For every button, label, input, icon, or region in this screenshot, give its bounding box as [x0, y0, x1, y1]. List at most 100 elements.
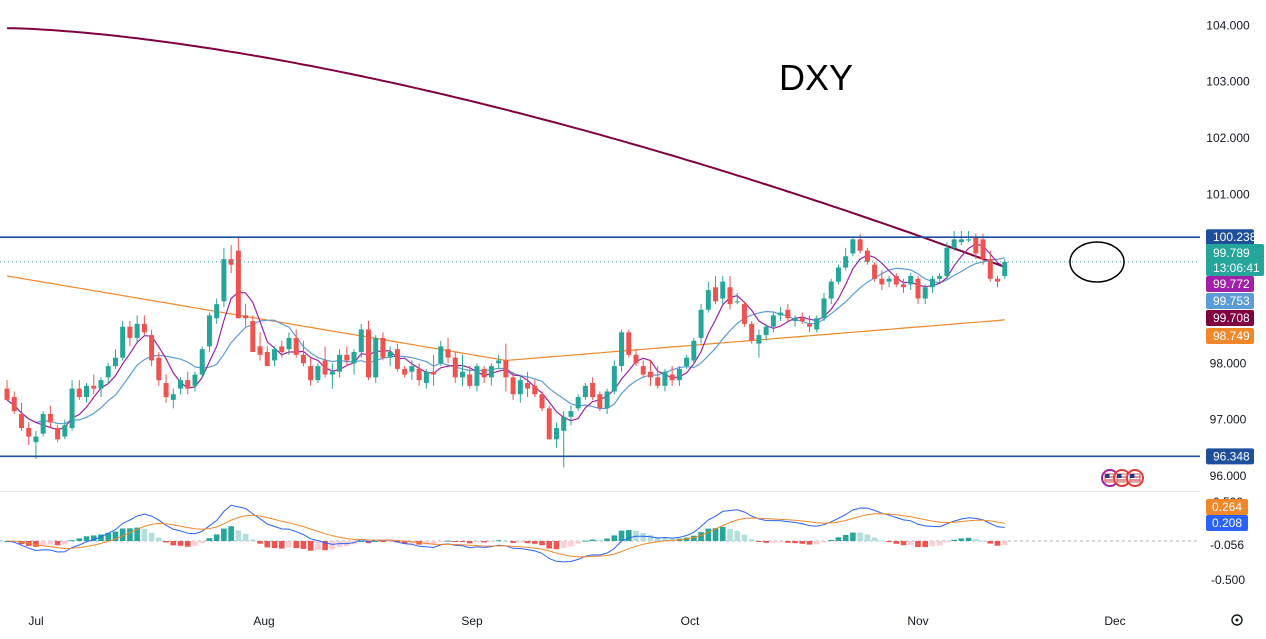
candle-body: [980, 239, 986, 260]
candle: [185, 371, 191, 395]
candle-body: [387, 352, 393, 358]
candle: [525, 371, 531, 398]
settings-icon[interactable]: [1231, 614, 1243, 626]
macd-hist-bar: [488, 541, 495, 542]
candle: [257, 332, 263, 361]
settings-icon-ring: [1231, 614, 1243, 626]
macd-hist-bar: [459, 541, 466, 543]
ma-long-line: [6, 27, 1006, 268]
candle: [214, 298, 220, 324]
candle-body: [206, 315, 212, 347]
macd-hist-bar: [163, 541, 169, 543]
macd-hist-bar: [148, 532, 155, 541]
candle-body: [633, 354, 639, 364]
macd-hist-bar: [575, 541, 581, 544]
y-tick-label: 97.000: [1210, 413, 1247, 427]
macd-hist-bar: [387, 541, 393, 542]
candle-body: [590, 382, 596, 398]
y-tick-label: 102.000: [1206, 131, 1250, 145]
macd-hist-bar: [669, 538, 675, 541]
macd-hist-bar: [727, 528, 733, 541]
candle-body: [192, 374, 198, 386]
candle-body: [351, 352, 357, 364]
candle: [293, 329, 299, 358]
candle: [684, 354, 690, 369]
candle-body: [308, 366, 314, 381]
candle-body: [807, 323, 813, 327]
candle-body: [705, 290, 711, 310]
candle: [315, 363, 321, 383]
macd-hist-bar: [466, 541, 473, 544]
badge-label: 100.238: [1213, 230, 1257, 244]
candle-body: [214, 304, 220, 319]
macd-hist-bar: [922, 541, 929, 548]
candle: [619, 329, 625, 372]
candle: [221, 247, 227, 307]
candle: [11, 391, 17, 414]
macd-hist-bar: [900, 541, 907, 546]
macd-hist-bar: [965, 537, 972, 541]
candle: [995, 275, 1001, 288]
candle: [590, 377, 596, 400]
candle-body: [879, 278, 885, 285]
candle: [373, 335, 379, 383]
candle-body: [698, 309, 704, 338]
candle-body: [112, 357, 118, 367]
candle: [105, 363, 111, 383]
candle: [308, 357, 314, 386]
price-badge-ma-long: 99.708: [1206, 310, 1254, 326]
candle: [568, 405, 574, 426]
candle-body: [756, 335, 762, 344]
candle-body: [944, 247, 950, 276]
candle: [264, 346, 270, 367]
candle-body: [488, 366, 494, 378]
macd-hist-bar: [524, 541, 531, 544]
candle: [394, 343, 400, 372]
candle: [647, 360, 653, 386]
candle: [980, 233, 986, 265]
candle-body: [120, 326, 126, 358]
candle: [850, 236, 856, 257]
macd-hist-bar: [510, 541, 516, 543]
candle-body: [647, 371, 653, 378]
candle: [539, 391, 545, 412]
badge-label: 99.753: [1213, 294, 1250, 308]
x-tick-label: Dec: [1104, 614, 1125, 628]
price-badge-resistance: 100.238: [1206, 229, 1257, 246]
candle-body: [481, 368, 487, 378]
candle-body: [835, 267, 841, 282]
macd-badge-hist: -0.056: [1206, 537, 1252, 553]
candle: [445, 337, 451, 364]
candle-body: [467, 374, 473, 386]
price-badge-ma-fast: 99.772: [1206, 276, 1254, 292]
candle-body: [546, 408, 552, 440]
candle-body: [539, 394, 545, 409]
macd-hist-bar: [936, 541, 943, 546]
candle: [626, 329, 632, 358]
macd-hist-bar: [438, 541, 444, 542]
badge-bg: [1206, 499, 1248, 515]
candle-body: [474, 366, 480, 386]
highlight-ellipse: [1069, 241, 1125, 283]
chart-title: DXY: [779, 57, 853, 98]
x-tick-label: Sep: [461, 614, 483, 628]
candle-body: [337, 354, 343, 372]
macd-hist-bar: [560, 541, 567, 549]
y-tick-label: 104.000: [1206, 18, 1250, 32]
candle-body: [322, 360, 328, 375]
signal-line: [6, 513, 1005, 558]
candle-body: [893, 275, 899, 285]
candle: [720, 275, 726, 305]
candle: [698, 304, 704, 344]
macd-hist-bar: [582, 540, 589, 542]
badge-bg: [1206, 515, 1248, 531]
candle-body: [662, 371, 668, 386]
macd-hist-bar: [618, 530, 625, 541]
candle-body: [76, 388, 82, 398]
macd-hist-bar: [785, 541, 791, 543]
candle: [366, 321, 371, 381]
macd-hist-bar: [835, 537, 842, 541]
macd-hist-bar: [987, 541, 994, 544]
candle: [662, 368, 668, 392]
